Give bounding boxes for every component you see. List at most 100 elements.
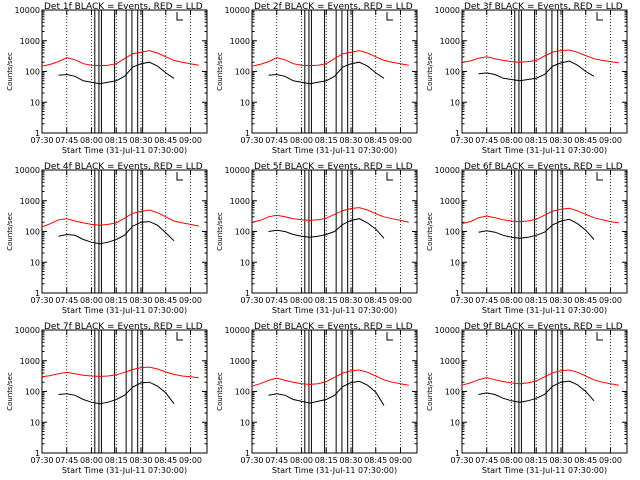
x-tick-label: 08:30 <box>339 296 362 305</box>
y-tick-label: 1000 <box>230 357 250 366</box>
y-axis-label: Counts/sec <box>426 212 434 251</box>
y-tick-label: 10000 <box>435 326 460 335</box>
x-tick-label: 08:15 <box>525 456 548 465</box>
x-axis-label: Start Time (31-Jul-11 07:30:00) <box>482 306 607 315</box>
x-axis-label: Start Time (31-Jul-11 07:30:00) <box>62 306 187 315</box>
x-axis-label: Start Time (31-Jul-11 07:30:00) <box>482 466 607 475</box>
y-tick-label: 10000 <box>15 6 40 15</box>
x-axis-label: Start Time (31-Jul-11 07:30:00) <box>272 466 397 475</box>
x-tick-label: 08:15 <box>105 136 128 145</box>
x-tick-label: 08:00 <box>500 136 523 145</box>
y-tick-label: 10000 <box>435 166 460 175</box>
y-tick-label: 10 <box>450 98 460 107</box>
y-tick-label: 1000 <box>230 197 250 206</box>
x-tick-label: 07:45 <box>475 296 498 305</box>
corner-marker <box>386 12 393 21</box>
panel-9: Det 9f BLACK = Events, RED = LLD 1 10 100 10… <box>426 322 628 475</box>
panel-title: Det 2f BLACK = Events, RED = LLD <box>254 2 413 12</box>
y-tick-label: 1 <box>455 449 460 458</box>
y-axis-label: Counts/sec <box>6 212 14 251</box>
panel-title: Det 3f BLACK = Events, RED = LLD <box>464 2 623 12</box>
lld-series-line <box>41 209 199 228</box>
panel-3: Det 3f BLACK = Events, RED = LLD 1 10 100 10… <box>426 2 628 155</box>
x-tick-label: 08:45 <box>154 296 177 305</box>
panel-7: Det 7f BLACK = Events, RED = LLD 1 10 100 10… <box>6 322 208 475</box>
x-tick-label: 08:45 <box>154 136 177 145</box>
y-tick-label: 10 <box>30 418 40 427</box>
y-tick-label: 10 <box>240 98 250 107</box>
x-tick-label: 07:30 <box>30 136 53 145</box>
y-axis-label: Counts/sec <box>6 52 14 91</box>
x-tick-label: 07:45 <box>475 456 498 465</box>
lld-series-line <box>461 369 619 386</box>
panel-1: Det 1f BLACK = Events, RED = LLD 1 10 100 10… <box>6 2 208 155</box>
events-series-line <box>478 60 595 82</box>
x-tick-label: 08:15 <box>105 456 128 465</box>
y-tick-label: 1000 <box>440 357 460 366</box>
x-tick-label: 09:00 <box>179 136 202 145</box>
lld-series-line <box>251 369 409 387</box>
x-tick-label: 07:30 <box>30 456 53 465</box>
x-tick-label: 08:30 <box>129 296 152 305</box>
events-series-line <box>58 381 175 405</box>
x-tick-label: 08:15 <box>525 296 548 305</box>
x-tick-label: 07:30 <box>30 296 53 305</box>
x-tick-label: 07:30 <box>240 456 263 465</box>
corner-marker <box>176 172 183 181</box>
panel-title: Det 4f BLACK = Events, RED = LLD <box>44 162 203 172</box>
y-tick-label: 1 <box>455 129 460 138</box>
y-tick-label: 100 <box>235 388 250 397</box>
x-tick-label: 09:00 <box>389 296 412 305</box>
y-tick-label: 1000 <box>230 37 250 46</box>
y-axis-label: Counts/sec <box>6 372 14 411</box>
x-tick-label: 09:00 <box>599 296 622 305</box>
x-tick-label: 07:30 <box>240 136 263 145</box>
y-tick-label: 100 <box>25 228 40 237</box>
x-tick-label: 08:15 <box>525 136 548 145</box>
panel-2: Det 2f BLACK = Events, RED = LLD 1 10 100 10… <box>216 2 418 155</box>
y-axis-label: Counts/sec <box>216 52 224 91</box>
y-tick-label: 1 <box>35 289 40 298</box>
y-tick-label: 100 <box>235 68 250 77</box>
x-tick-label: 09:00 <box>599 456 622 465</box>
x-tick-label: 08:45 <box>574 456 597 465</box>
x-tick-label: 08:30 <box>339 136 362 145</box>
x-tick-label: 07:45 <box>55 456 78 465</box>
lld-series-line <box>461 207 619 225</box>
corner-marker <box>596 172 603 181</box>
y-tick-label: 1000 <box>440 37 460 46</box>
x-tick-label: 09:00 <box>179 456 202 465</box>
x-tick-label: 08:15 <box>315 136 338 145</box>
y-tick-label: 10 <box>450 418 460 427</box>
x-tick-label: 08:30 <box>549 456 572 465</box>
x-tick-label: 08:00 <box>80 136 103 145</box>
y-tick-label: 1000 <box>440 197 460 206</box>
y-tick-label: 1 <box>245 129 250 138</box>
x-tick-label: 08:00 <box>290 296 313 305</box>
panel-8: Det 8f BLACK = Events, RED = LLD 1 10 100 10… <box>216 322 418 475</box>
corner-marker <box>386 172 393 181</box>
x-axis-label: Start Time (31-Jul-11 07:30:00) <box>482 146 607 155</box>
y-tick-label: 10 <box>240 258 250 267</box>
x-tick-label: 08:30 <box>549 136 572 145</box>
x-tick-label: 08:15 <box>105 296 128 305</box>
y-axis-label: Counts/sec <box>426 52 434 91</box>
panel-title: Det 5f BLACK = Events, RED = LLD <box>254 162 413 172</box>
x-tick-label: 07:30 <box>450 456 473 465</box>
x-tick-label: 08:00 <box>290 136 313 145</box>
lld-series-line <box>41 50 199 67</box>
x-tick-label: 07:45 <box>55 136 78 145</box>
y-tick-label: 100 <box>445 68 460 77</box>
x-tick-label: 08:00 <box>80 296 103 305</box>
x-tick-label: 08:15 <box>315 296 338 305</box>
lld-series-line <box>251 50 409 67</box>
lld-series-line <box>251 207 409 223</box>
y-axis-label: Counts/sec <box>216 372 224 411</box>
y-tick-label: 10000 <box>15 326 40 335</box>
corner-marker <box>596 12 603 21</box>
y-tick-label: 100 <box>25 68 40 77</box>
x-tick-label: 08:00 <box>500 296 523 305</box>
x-tick-label: 08:45 <box>154 456 177 465</box>
y-tick-label: 10 <box>450 258 460 267</box>
